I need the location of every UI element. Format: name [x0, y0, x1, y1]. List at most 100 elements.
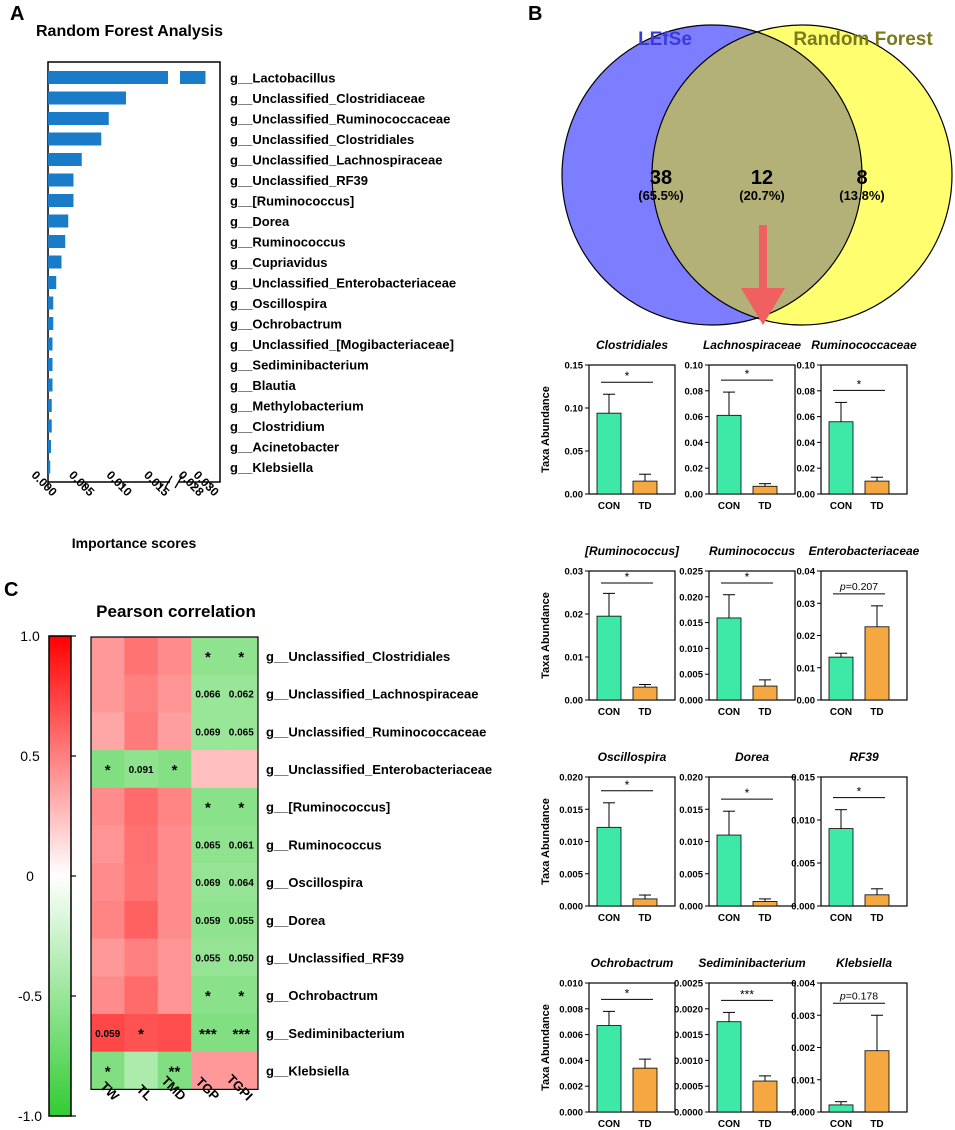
bar-td [632, 480, 658, 495]
rf-category-label: g__Unclassified_Enterobacteriaceae [230, 276, 456, 291]
group-label: CON [598, 501, 620, 512]
venn-lefse-count: 38 [650, 167, 672, 189]
y-tick-label: 0.05 [565, 447, 584, 458]
group-label: TD [870, 913, 883, 924]
rf-bar [48, 296, 54, 310]
y-tick-label: 0.020 [679, 773, 703, 784]
rf-bar [48, 419, 52, 433]
group-label: CON [830, 707, 852, 718]
y-tick-label: 0.010 [559, 979, 583, 990]
bar-td [752, 685, 778, 701]
y-tick-label: 0.03 [797, 599, 816, 610]
panel-label-b: B [528, 3, 542, 25]
heatmap-cell [191, 863, 226, 902]
heatmap-row-label: g__Dorea [266, 913, 326, 928]
heatmap-cell [224, 863, 259, 902]
rf-category-label: g__Clostridium [230, 419, 325, 434]
abundance-chart: Sediminibacterium 0.0000 0.0005 0.0010 0.001… [674, 956, 806, 1130]
y-tick-label: 0.15 [565, 361, 584, 372]
abundance-chart-title: RF39 [849, 750, 879, 764]
rf-bar [48, 91, 126, 105]
abundance-chart: Ochrobactrum 0.000 0.002 0.004 0.006 0.008 0.0… [540, 956, 676, 1130]
heatmap-cell [157, 637, 192, 676]
colorbar-tick-label: 1.0 [20, 628, 40, 644]
bar-td [752, 901, 778, 907]
group-label: CON [718, 913, 740, 924]
significance-stars: * [625, 369, 630, 383]
bar-td [752, 485, 778, 495]
y-tick-label: 0.000 [791, 1108, 815, 1119]
y-tick-label: 0.005 [791, 859, 815, 870]
heatmap-annotation: * [172, 762, 178, 779]
y-tick-label: 0.01 [797, 663, 816, 674]
venn-rf-name: Random Forest [793, 29, 933, 50]
significance-stars: * [745, 786, 750, 800]
abundance-chart-frame [820, 776, 908, 907]
abundance-chart-frame [588, 364, 676, 495]
significance-stars: * [857, 785, 862, 799]
group-label: TD [870, 501, 883, 512]
significance-stars: * [745, 570, 750, 584]
y-tick-label: 0.008 [559, 1004, 583, 1015]
group-label: TD [870, 1119, 883, 1130]
group-label: CON [598, 707, 620, 718]
bar-con [828, 656, 854, 701]
y-tick-label: 0.0020 [674, 1004, 703, 1015]
rf-bar [48, 378, 53, 392]
group-label: TD [758, 501, 771, 512]
y-tick-label: 0.015 [679, 618, 703, 629]
y-tick-label: 0.10 [685, 361, 704, 372]
y-tick-label: 0.004 [791, 979, 815, 990]
heatmap-annotation: * [138, 1026, 144, 1043]
rf-plot-frame [47, 61, 221, 483]
rf-x-axis-label: Importance scores [72, 535, 197, 551]
y-tick-label: 0.000 [559, 1108, 583, 1119]
heatmap-cell [224, 637, 259, 676]
y-tick-label: 0.02 [565, 610, 584, 621]
abundance-chart-title: Ruminococcaceae [811, 338, 917, 352]
y-tick-label: 0.010 [679, 837, 703, 848]
colorbar-tick-label: 0.5 [20, 748, 40, 764]
rf-bar [48, 460, 51, 474]
group-label: CON [598, 913, 620, 924]
rf-bar [48, 276, 57, 289]
heatmap-cell [124, 674, 159, 713]
bar-td [864, 894, 890, 907]
y-tick-label: 0.02 [797, 631, 816, 642]
rf-bar [48, 399, 52, 412]
rf-axis-break-mark [164, 475, 173, 489]
heatmap-cell [224, 787, 259, 826]
p-value-label: p=0.207 [839, 581, 878, 593]
heatmap-cell [191, 637, 226, 676]
heatmap-annotation: 0.069 [195, 878, 220, 889]
abundance-chart-frame [708, 364, 796, 495]
rf-bar [48, 337, 53, 351]
rf-axis-break-gap [170, 476, 178, 488]
rf-bar [48, 255, 62, 269]
abundance-chart-title: Clostridiales [596, 338, 668, 352]
y-tick-label: 0.04 [797, 567, 816, 578]
bar-td [632, 898, 658, 907]
heatmap-annotation: 0.061 [229, 840, 254, 851]
y-tick-label: 0.003 [791, 1011, 815, 1022]
heatmap-cell [91, 1014, 125, 1053]
y-tick-label: 0.00 [685, 490, 704, 501]
bar-con [716, 834, 742, 907]
heatmap-cell [224, 1051, 259, 1090]
heatmap-cell [157, 750, 192, 789]
colorbar-tick-label: 0 [26, 868, 34, 884]
abundance-chart-title: Ochrobactrum [591, 956, 674, 970]
y-tick-label: 0.02 [685, 464, 704, 475]
heatmap-annotation: *** [233, 1026, 251, 1043]
heatmap-annotation: * [238, 800, 244, 817]
y-tick-label: 0.00 [797, 696, 816, 707]
y-tick-label: 0.08 [685, 386, 704, 397]
abundance-chart: Dorea 0.000 0.005 0.010 0.015 0.020 CON TD * [679, 750, 796, 924]
significance-stars: * [625, 986, 630, 1000]
rf-bar [48, 173, 74, 187]
y-tick-label: 0.004 [559, 1056, 583, 1067]
y-tick-label: 0.010 [559, 837, 583, 848]
venn-overlap-count: 12 [751, 167, 773, 189]
rf-bar [48, 358, 53, 371]
y-tick-label: 0.06 [797, 412, 816, 423]
